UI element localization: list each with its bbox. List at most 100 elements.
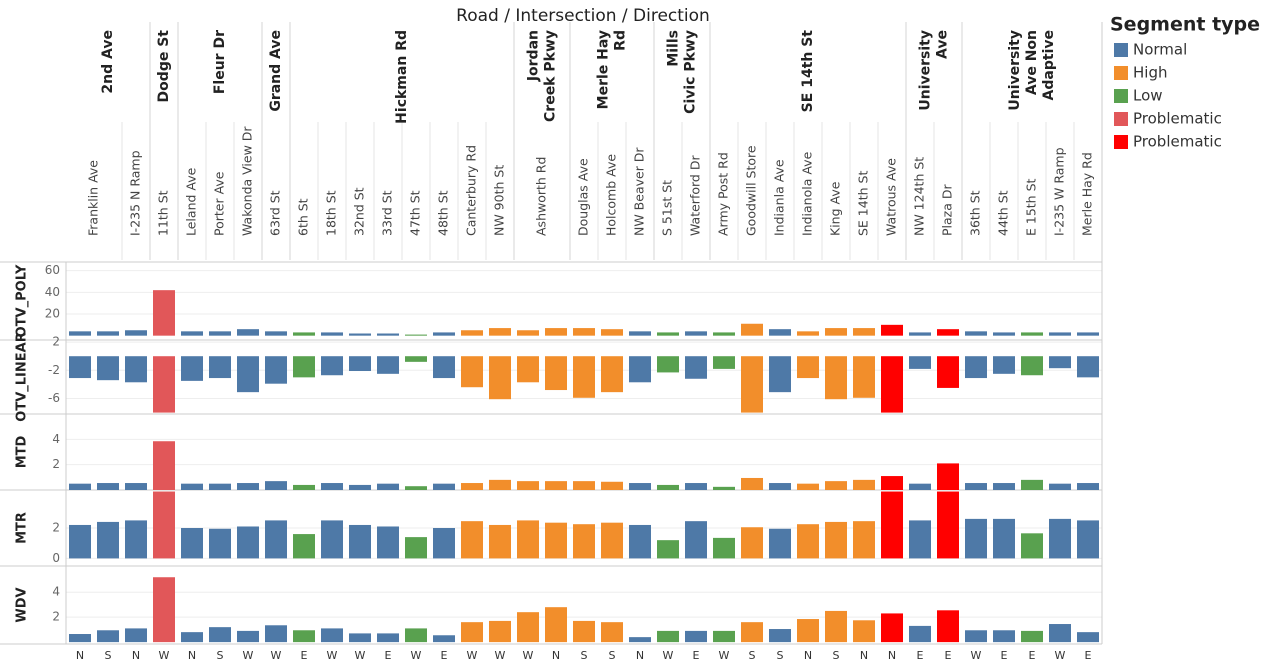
bar	[601, 356, 623, 393]
bar	[125, 628, 147, 643]
bar	[629, 331, 651, 336]
bar	[209, 627, 231, 643]
legend-swatch	[1114, 43, 1128, 57]
y-tick-label: -2	[48, 363, 60, 377]
bar	[937, 610, 959, 643]
bar	[209, 331, 231, 336]
bar	[573, 356, 595, 398]
bar	[377, 633, 399, 643]
bar	[769, 483, 791, 490]
bar	[461, 521, 483, 559]
intersection-label: Leland Ave	[184, 167, 199, 236]
intersection-label: S 51st St	[660, 180, 675, 236]
road-label: Hickman Rd	[394, 30, 410, 124]
legend-label: High	[1133, 64, 1167, 82]
direction-label: N	[860, 649, 868, 662]
y-tick-label: 40	[45, 285, 60, 299]
bar	[349, 484, 371, 490]
bar	[349, 633, 371, 643]
road-label: Dodge St	[156, 30, 172, 103]
chart-title: Road / Intersection / Direction	[456, 6, 710, 26]
road-label: 2nd Ave	[100, 30, 116, 94]
bar	[405, 537, 427, 559]
bar	[741, 356, 763, 413]
bar	[965, 356, 987, 379]
bar	[237, 329, 259, 336]
bar	[713, 537, 735, 559]
bar	[657, 332, 679, 336]
intersection-label: Porter Ave	[212, 171, 227, 236]
direction-label: W	[1055, 649, 1066, 662]
bar	[881, 613, 903, 643]
direction-label: S	[777, 649, 784, 662]
bar	[69, 483, 91, 490]
intersection-label: Holcomb Ave	[604, 154, 619, 236]
direction-label: E	[1085, 649, 1092, 662]
direction-label: N	[188, 649, 196, 662]
direction-label: S	[217, 649, 224, 662]
direction-label: E	[301, 649, 308, 662]
bar	[461, 483, 483, 490]
bar	[405, 334, 427, 336]
bar	[181, 632, 203, 643]
bar	[769, 528, 791, 559]
bar	[881, 356, 903, 413]
y-tick-label: 20	[45, 307, 60, 321]
bar	[69, 356, 91, 379]
bar	[909, 356, 931, 369]
direction-label: S	[749, 649, 756, 662]
legend-label: Problematic	[1133, 110, 1222, 128]
direction-label: S	[581, 649, 588, 662]
bar	[601, 622, 623, 643]
intersection-label: 44th St	[996, 190, 1011, 236]
bar	[181, 356, 203, 381]
bar	[377, 483, 399, 490]
bar	[125, 483, 147, 490]
bar	[1021, 630, 1043, 643]
bar	[909, 483, 931, 490]
measure-label: MTD	[15, 436, 30, 469]
bar	[545, 607, 567, 643]
bar	[461, 330, 483, 336]
measure-label: OTV_POLY	[15, 264, 30, 337]
bar	[433, 356, 455, 379]
bar	[1077, 356, 1099, 378]
direction-label: W	[271, 649, 282, 662]
direction-label: W	[327, 649, 338, 662]
bar	[797, 619, 819, 643]
bar	[265, 331, 287, 336]
bar	[321, 332, 343, 336]
intersection-label: Indianola Ave	[800, 151, 815, 236]
bar	[993, 483, 1015, 490]
intersection-label: 18th St	[324, 190, 339, 236]
legend-label: Low	[1133, 87, 1163, 105]
bar	[909, 625, 931, 643]
bar	[965, 483, 987, 490]
bar	[377, 356, 399, 374]
intersection-label: Wakonda View Dr	[240, 126, 255, 236]
measure-label: MTR	[15, 512, 30, 544]
bar	[293, 484, 315, 490]
intersection-label: Douglas Ave	[576, 158, 591, 236]
bar	[657, 630, 679, 643]
direction-label: N	[636, 649, 644, 662]
bar	[993, 332, 1015, 336]
bar	[797, 331, 819, 336]
direction-label: W	[467, 649, 478, 662]
legend-title: Segment type	[1110, 14, 1260, 36]
road-label: SE 14th St	[800, 30, 816, 113]
bar	[909, 332, 931, 336]
bar	[1077, 520, 1099, 559]
legend-label: Problematic	[1133, 133, 1222, 151]
bar	[937, 356, 959, 388]
intersection-label: 48th St	[436, 190, 451, 236]
bar	[741, 323, 763, 336]
direction-label: W	[495, 649, 506, 662]
bar	[237, 526, 259, 559]
measure-label: OTV_LINEAR	[15, 332, 30, 421]
road-label: Grand Ave	[268, 30, 284, 112]
bar	[825, 481, 847, 490]
bar	[713, 486, 735, 490]
bar	[69, 524, 91, 559]
